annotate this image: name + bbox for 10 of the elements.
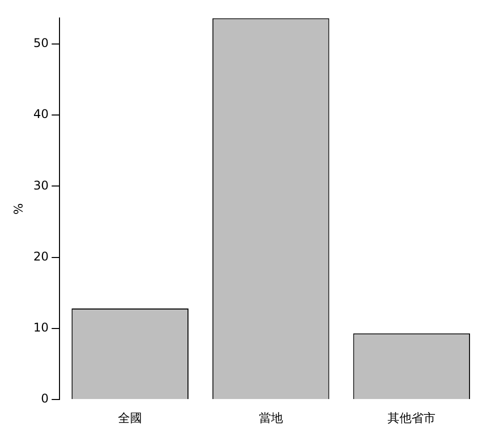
y-tick-label: 0 — [41, 392, 49, 406]
y-tick-label: 40 — [33, 107, 49, 122]
x-tick-label: 當地 — [258, 410, 283, 425]
x-tick-label: 其他省市 — [388, 410, 436, 425]
y-tick-label: 20 — [33, 249, 49, 264]
y-tick-label: 50 — [33, 36, 49, 50]
y-tick-label: 30 — [33, 178, 49, 192]
y-axis-title: % — [11, 203, 26, 215]
y-tick-label: 10 — [33, 320, 49, 335]
x-tick-label: 全國 — [118, 410, 142, 425]
